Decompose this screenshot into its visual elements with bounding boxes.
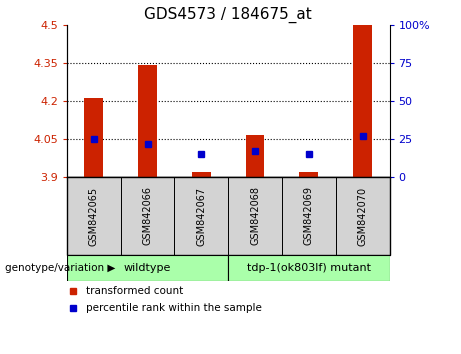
Text: percentile rank within the sample: percentile rank within the sample — [86, 303, 262, 313]
Text: tdp-1(ok803lf) mutant: tdp-1(ok803lf) mutant — [247, 263, 371, 273]
Text: GSM842070: GSM842070 — [358, 186, 368, 246]
Bar — [300, 172, 318, 177]
Bar — [84, 98, 103, 177]
FancyBboxPatch shape — [282, 177, 336, 255]
Bar — [192, 172, 211, 177]
Bar — [246, 135, 265, 177]
Text: transformed count: transformed count — [86, 286, 183, 296]
FancyBboxPatch shape — [67, 177, 121, 255]
Text: wildtype: wildtype — [124, 263, 171, 273]
Text: genotype/variation ▶: genotype/variation ▶ — [5, 263, 115, 273]
Text: GSM842065: GSM842065 — [89, 186, 99, 246]
FancyBboxPatch shape — [67, 255, 228, 281]
FancyBboxPatch shape — [121, 177, 174, 255]
FancyBboxPatch shape — [174, 177, 228, 255]
Bar — [353, 25, 372, 177]
Text: GSM842068: GSM842068 — [250, 187, 260, 245]
Title: GDS4573 / 184675_at: GDS4573 / 184675_at — [144, 7, 312, 23]
FancyBboxPatch shape — [336, 177, 390, 255]
Bar — [138, 65, 157, 177]
Text: GSM842069: GSM842069 — [304, 187, 314, 245]
FancyBboxPatch shape — [228, 177, 282, 255]
Text: GSM842067: GSM842067 — [196, 186, 207, 246]
FancyBboxPatch shape — [228, 255, 390, 281]
Text: GSM842066: GSM842066 — [142, 187, 153, 245]
